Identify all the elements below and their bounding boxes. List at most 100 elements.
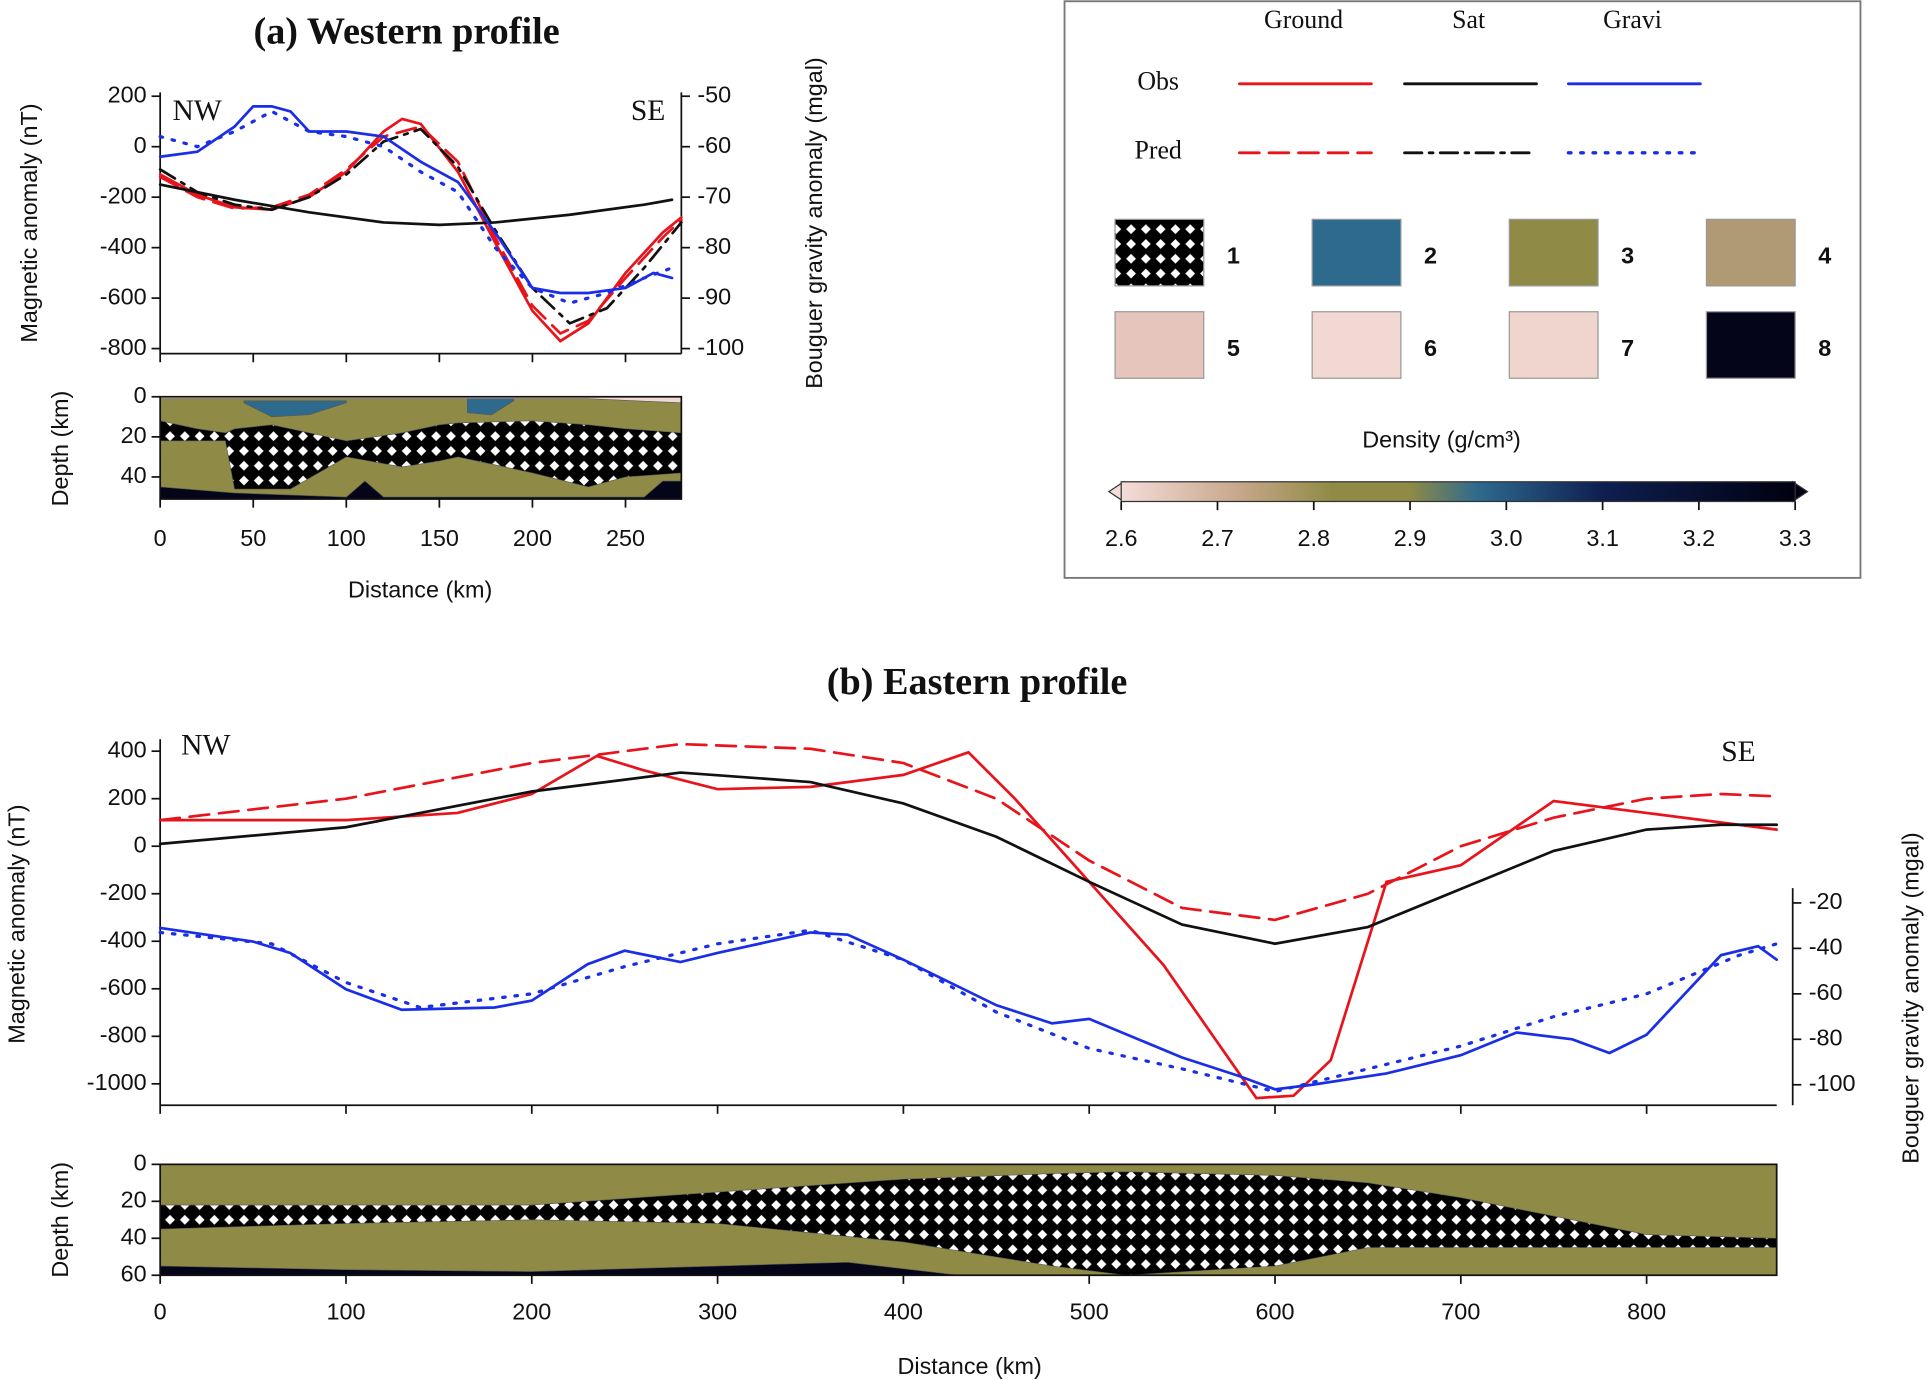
y-tick-label: -600: [100, 974, 147, 1000]
x-tick-label: 200: [513, 525, 552, 551]
data-line: [158, 105, 674, 295]
y-tick-label: -600: [100, 283, 147, 309]
legend-swatch: [1114, 311, 1205, 379]
y-tick-label: 20: [121, 1187, 147, 1213]
legend-unit-label: 8: [1818, 335, 1831, 361]
y2-tick-label: -60: [697, 132, 731, 158]
y2-tick-label: -100: [697, 334, 744, 360]
x-tick-label: 700: [1441, 1299, 1480, 1325]
colorbar-tick-label: 2.8: [1298, 525, 1331, 551]
x-tick-label: 100: [326, 1299, 365, 1325]
y-tick-label: 0: [134, 831, 147, 857]
data-line: [158, 125, 683, 336]
x-tick-label: 150: [420, 525, 459, 551]
y-tick-label: 0: [134, 382, 147, 408]
layer: [467, 398, 515, 416]
colorbar-tick-label: 3.1: [1586, 525, 1619, 551]
y-axis-label: Magnetic anomaly (nT): [16, 103, 42, 342]
legend-row: Obs: [1137, 67, 1179, 96]
annotation: NW: [172, 95, 221, 127]
y-tick-label: 40: [121, 1223, 147, 1249]
legend-column: Sat: [1452, 5, 1486, 34]
legend-unit-label: 3: [1621, 243, 1634, 269]
legend-swatch: [1311, 311, 1402, 379]
x-tick-label: 500: [1070, 1299, 1109, 1325]
colorbar-tick-label: 2.6: [1105, 525, 1138, 551]
annotation: SE: [1721, 736, 1756, 768]
data-line: [158, 183, 674, 227]
legend-unit-label: 7: [1621, 335, 1634, 361]
data-line: [158, 742, 1779, 922]
legend-unit-label: 4: [1818, 243, 1831, 269]
y2-tick-label: -100: [1809, 1070, 1856, 1096]
x-tick-label: 600: [1255, 1299, 1294, 1325]
x-tick-label: 400: [884, 1299, 923, 1325]
annotation: NW: [181, 730, 230, 762]
y2-tick-label: -60: [1809, 979, 1843, 1005]
data-line: [158, 750, 1779, 1100]
legend-column: Gravi: [1603, 5, 1662, 34]
frame: [159, 395, 683, 500]
y2-axis-label: Bouguer gravity anomaly (mgal): [1897, 832, 1923, 1164]
data-line: [158, 109, 674, 305]
legend-swatch: [1114, 218, 1205, 287]
y-tick-label: 200: [108, 81, 147, 107]
legend-swatch: [1508, 311, 1599, 379]
y-tick-label: -400: [100, 233, 147, 259]
frame: [159, 1163, 1778, 1277]
legend-unit-label: 2: [1424, 243, 1437, 269]
colorbar-tick-label: 2.7: [1201, 525, 1234, 551]
y-axis-label: Depth (km): [47, 391, 73, 507]
colorbar-label: Density (g/cm³): [1362, 426, 1521, 452]
x-tick-label: 0: [154, 1299, 167, 1325]
y-tick-label: 40: [121, 462, 147, 488]
y-tick-label: 200: [108, 784, 147, 810]
y2-axis-label: Bouguer gravity anomaly (mgal): [801, 57, 827, 389]
layer: [243, 400, 347, 418]
chart-title: (b) Eastern profile: [827, 661, 1128, 703]
chart-title: (a) Western profile: [254, 10, 560, 52]
legend-column: Ground: [1264, 5, 1343, 34]
legend-swatch: [1311, 218, 1402, 287]
y2-tick-label: -40: [1809, 934, 1843, 960]
colorbar-tick-label: 3.0: [1490, 525, 1523, 551]
legend-swatch: [1705, 311, 1796, 379]
data-line: [158, 127, 683, 325]
y-tick-label: -200: [100, 879, 147, 905]
y-axis-label: Magnetic anomaly (nT): [4, 804, 30, 1043]
y-tick-label: 0: [134, 1150, 147, 1176]
y2-tick-label: -20: [1809, 888, 1843, 914]
data-line: [158, 117, 683, 343]
y-tick-label: -800: [100, 1021, 147, 1047]
legend-swatch: [1508, 218, 1599, 287]
x-tick-label: 800: [1627, 1299, 1666, 1325]
legend-unit-label: 1: [1227, 243, 1240, 269]
x-tick-label: 100: [327, 525, 366, 551]
y-axis-label: Depth (km): [47, 1162, 73, 1278]
y2-tick-label: -80: [697, 233, 731, 259]
y2-tick-label: -90: [697, 283, 731, 309]
data-line: [158, 928, 1779, 1094]
data-line: [158, 926, 1779, 1091]
colorbar-tick-label: 3.2: [1683, 525, 1716, 551]
x-tick-label: 250: [606, 525, 645, 551]
x-tick-label: 0: [154, 525, 167, 551]
y-tick-label: 60: [121, 1260, 147, 1286]
legend-swatch: [1705, 218, 1796, 287]
legend-unit-label: 6: [1424, 335, 1437, 361]
y-tick-label: -200: [100, 182, 147, 208]
x-axis-label: Distance (km): [898, 1353, 1042, 1379]
colorbar-tick-label: 3.3: [1779, 525, 1812, 551]
y2-tick-label: -50: [697, 81, 731, 107]
annotation: SE: [631, 95, 666, 127]
x-tick-label: 50: [240, 525, 266, 551]
colorbar: [1120, 481, 1796, 503]
y-tick-label: -1000: [87, 1069, 147, 1095]
y-tick-label: -800: [100, 334, 147, 360]
legend-row: Pred: [1134, 136, 1181, 165]
x-tick-label: 300: [698, 1299, 737, 1325]
y-tick-label: -400: [100, 926, 147, 952]
y2-tick-label: -80: [1809, 1024, 1843, 1050]
